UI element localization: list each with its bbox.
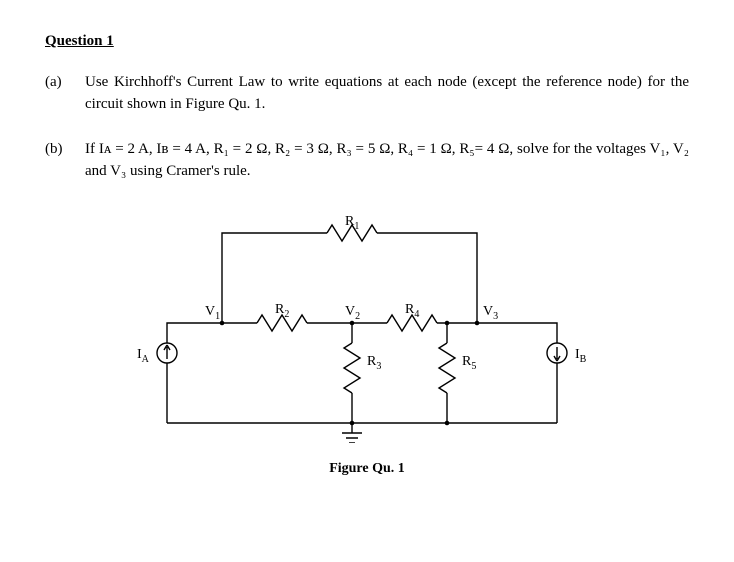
label-ib: IB (575, 347, 587, 365)
label-v1: V1 (205, 304, 220, 322)
figure-caption: Figure Qu. 1 (45, 458, 689, 479)
source-ia-arrow (164, 345, 170, 359)
part-b: (b) If Iᴀ = 2 A, Iʙ = 4 A, R₁ = 2 Ω, R₂ … (45, 138, 689, 183)
part-a-text: Use Kirchhoff's Current Law to write equ… (85, 71, 689, 116)
resistor-r3 (344, 343, 360, 393)
wire-ib-top (477, 323, 557, 343)
part-a-label: (a) (45, 71, 85, 116)
part-b-label: (b) (45, 138, 85, 183)
part-b-text: If Iᴀ = 2 A, Iʙ = 4 A, R₁ = 2 Ω, R₂ = 3 … (85, 138, 689, 183)
source-ib-arrow (554, 347, 560, 361)
label-r2: R2 (275, 302, 289, 320)
question-heading: Question 1 (45, 30, 689, 53)
label-v2: V2 (345, 304, 360, 322)
label-ia: IA (137, 347, 150, 365)
figure-container: R1 R2 R4 V1 V2 V3 IA R3 (45, 213, 689, 480)
node-r5-bot (445, 420, 450, 425)
resistor-r5 (439, 343, 455, 393)
wire-top-right (377, 233, 477, 323)
part-a: (a) Use Kirchhoff's Current Law to write… (45, 71, 689, 116)
node-r5-top (445, 320, 450, 325)
label-r4: R4 (405, 302, 419, 320)
label-r5: R5 (462, 354, 476, 372)
label-r3: R3 (367, 354, 381, 372)
resistor-r2 (257, 315, 307, 331)
wire-ia-top (167, 323, 222, 343)
label-v3: V3 (483, 304, 498, 322)
circuit-diagram: R1 R2 R4 V1 V2 V3 IA R3 (127, 213, 607, 443)
label-r1: R1 (345, 214, 359, 232)
ground-symbol (342, 423, 362, 443)
resistor-r4 (387, 315, 437, 331)
